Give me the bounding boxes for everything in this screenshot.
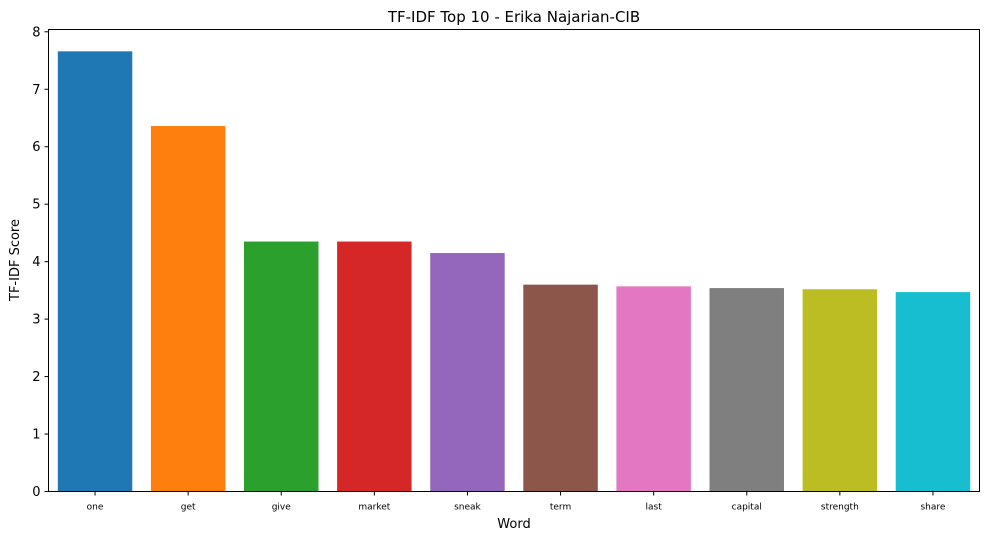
y-tick-label-4: 4 <box>32 255 40 270</box>
x-tick-label-sneak: sneak <box>454 503 481 513</box>
bar-get <box>150 126 226 492</box>
bar-strength <box>802 289 878 492</box>
bar-capital <box>709 288 784 492</box>
bar-market <box>337 241 412 492</box>
bar-sneak <box>430 253 505 492</box>
x-axis: one get give market sneak term last capital stre… <box>87 491 946 513</box>
chart-title: TF-IDF Top 10 - Erika Najarian-CIB <box>387 8 640 26</box>
x-tick-label-one: one <box>87 503 104 513</box>
plot-frame <box>48 29 980 492</box>
y-tick-label-3: 3 <box>32 313 40 328</box>
x-tick-label-strength: strength <box>821 503 859 513</box>
bar-last <box>616 286 691 492</box>
bar-give <box>244 241 319 492</box>
y-tick-label-0: 0 <box>32 485 40 500</box>
bars-group <box>57 51 971 492</box>
y-tick-label-7: 7 <box>32 83 40 98</box>
x-tick-label-give: give <box>272 503 292 513</box>
bar-share <box>895 292 971 492</box>
x-axis-title: Word <box>497 517 530 532</box>
y-tick-label-6: 6 <box>32 140 40 155</box>
y-tick-label-2: 2 <box>32 370 40 385</box>
x-tick-label-last: last <box>646 503 663 513</box>
x-tick-label-capital: capital <box>732 503 762 513</box>
y-tick-label-1: 1 <box>32 428 40 443</box>
bar-term <box>523 284 598 492</box>
x-tick-label-term: term <box>550 503 571 513</box>
x-tick-label-share: share <box>920 503 945 513</box>
x-tick-label-get: get <box>181 503 196 513</box>
y-tick-label-8: 8 <box>32 25 40 40</box>
y-axis-title: TF-IDF Score <box>8 219 23 302</box>
bar-one <box>57 51 133 492</box>
y-axis: 0 1 2 3 4 5 6 7 8 <box>32 25 49 500</box>
x-tick-label-market: market <box>358 503 390 513</box>
y-tick-label-5: 5 <box>32 198 40 213</box>
